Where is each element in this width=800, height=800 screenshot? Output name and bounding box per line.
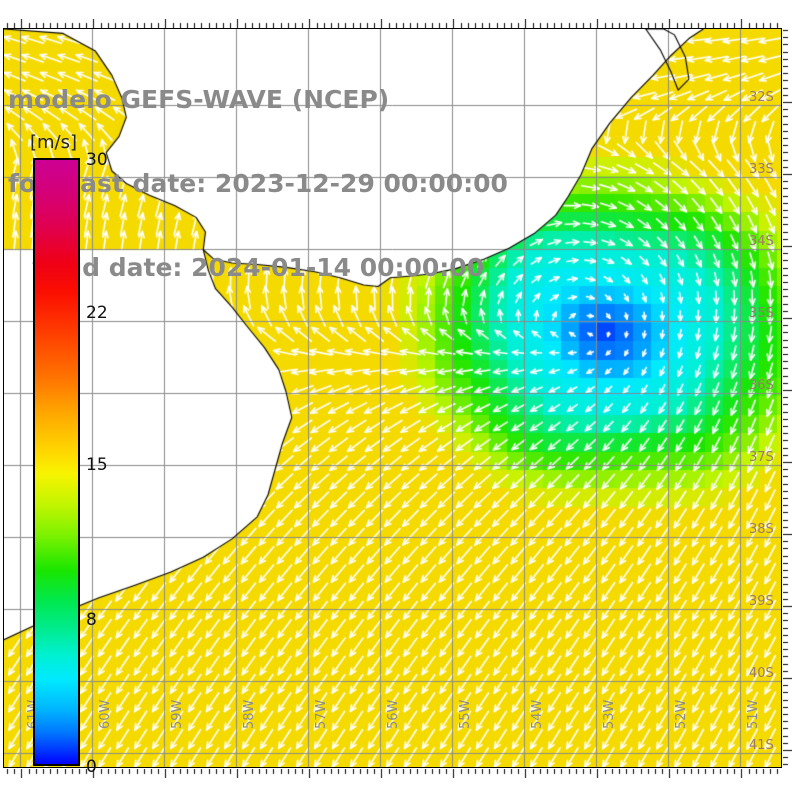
lat-label-39S: 39S xyxy=(749,594,774,609)
title-line-model: modelo GEFS-WAVE (NCEP) xyxy=(8,85,390,114)
colorbar-tick-0: 0 xyxy=(86,757,97,777)
title-line-valid-date: valid date: 2024-01-14 00:00:00 xyxy=(31,253,485,282)
colorbar-tick-8: 8 xyxy=(86,610,97,630)
colorbar-units-label: [m/s] xyxy=(30,132,78,153)
bottom-tick-ruler xyxy=(3,769,782,778)
colorbar-tick-30: 30 xyxy=(86,150,108,170)
lon-label-55W: 55W xyxy=(458,699,473,729)
lat-label-38S: 38S xyxy=(749,522,774,537)
lat-label-37S: 37S xyxy=(749,450,774,465)
lon-label-60W: 60W xyxy=(98,699,113,729)
lat-label-36S: 36S xyxy=(749,378,774,393)
lon-label-54W: 54W xyxy=(530,699,545,729)
lat-label-35S: 35S xyxy=(749,306,774,321)
map-plot-area[interactable]: 32S 33S 34S 35S 36S 37S 38S 39S 40S 41S 61W 60W 59W 5… xyxy=(3,28,782,768)
title-line-forecast-date: forecast date: 2023-12-29 00:00:00 xyxy=(8,169,508,198)
top-tick-ruler xyxy=(3,19,782,28)
coastline xyxy=(4,29,781,767)
lat-label-40S: 40S xyxy=(749,666,774,681)
colorbar-tick-15: 15 xyxy=(86,455,108,475)
lon-label-59W: 59W xyxy=(170,699,185,729)
lon-label-51W: 51W xyxy=(746,699,761,729)
lon-label-52W: 52W xyxy=(674,699,689,729)
lon-label-58W: 58W xyxy=(242,699,257,729)
lon-label-57W: 57W xyxy=(314,699,329,729)
colorbar-gradient xyxy=(35,160,78,764)
colorbar-tick-22: 22 xyxy=(86,303,108,323)
lon-label-53W: 53W xyxy=(602,699,617,729)
colorbar xyxy=(33,158,80,766)
lat-label-34S: 34S xyxy=(749,234,774,249)
map-title: modelo GEFS-WAVE (NCEP) forecast date: 2… xyxy=(8,30,508,338)
lat-label-33S: 33S xyxy=(749,162,774,177)
lat-label-41S: 41S xyxy=(749,738,774,753)
lat-label-32S: 32S xyxy=(749,90,774,105)
lon-label-56W: 56W xyxy=(386,699,401,729)
right-tick-ruler xyxy=(783,28,792,768)
